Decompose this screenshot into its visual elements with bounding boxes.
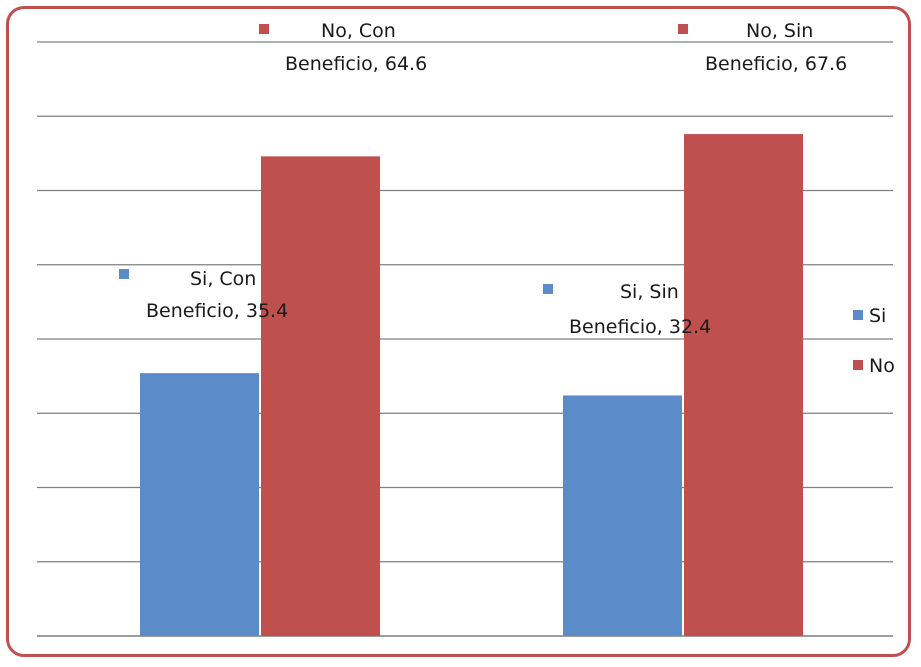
data-label-line2-si-sin: Beneficio, 32.4 <box>569 316 711 338</box>
legend-swatch-si <box>853 310 863 320</box>
data-label-line1-no-sin: No, Sin <box>746 20 813 42</box>
data-label-line2-si-con: Beneficio, 35.4 <box>146 300 288 322</box>
legend-swatch-no <box>853 360 863 370</box>
legend-item-si: Si <box>853 305 886 327</box>
data-label-line1-si-sin: Si, Sin <box>620 281 679 303</box>
bar-no-sin <box>684 134 803 636</box>
bar-no-con <box>261 156 380 636</box>
data-label-no-sin: No, Sin Beneficio, 67.6 <box>678 20 847 75</box>
legend-label-no: No <box>869 355 895 377</box>
legend-label-si: Si <box>869 305 886 327</box>
data-label-marker-no-sin <box>678 24 688 34</box>
data-label-line2-no-con: Beneficio, 64.6 <box>285 53 427 75</box>
data-labels: Si, Con Beneficio, 35.4 Si, Sin Benefici… <box>119 20 847 338</box>
legend-item-no: No <box>853 355 895 377</box>
bars <box>140 134 803 636</box>
data-label-si-con: Si, Con Beneficio, 35.4 <box>119 268 288 322</box>
data-label-marker-no-con <box>259 24 269 34</box>
legend: Si No <box>853 305 895 377</box>
data-label-si-sin: Si, Sin Beneficio, 32.4 <box>543 281 711 338</box>
data-label-marker-si-con <box>119 269 129 279</box>
data-label-no-con: No, Con Beneficio, 64.6 <box>259 20 427 75</box>
data-label-marker-si-sin <box>543 284 553 294</box>
data-label-line1-si-con: Si, Con <box>190 268 256 290</box>
data-label-line2-no-sin: Beneficio, 67.6 <box>705 53 847 75</box>
data-label-line1-no-con: No, Con <box>321 20 396 42</box>
bar-si-con <box>140 373 259 636</box>
bar-si-sin <box>563 395 682 636</box>
